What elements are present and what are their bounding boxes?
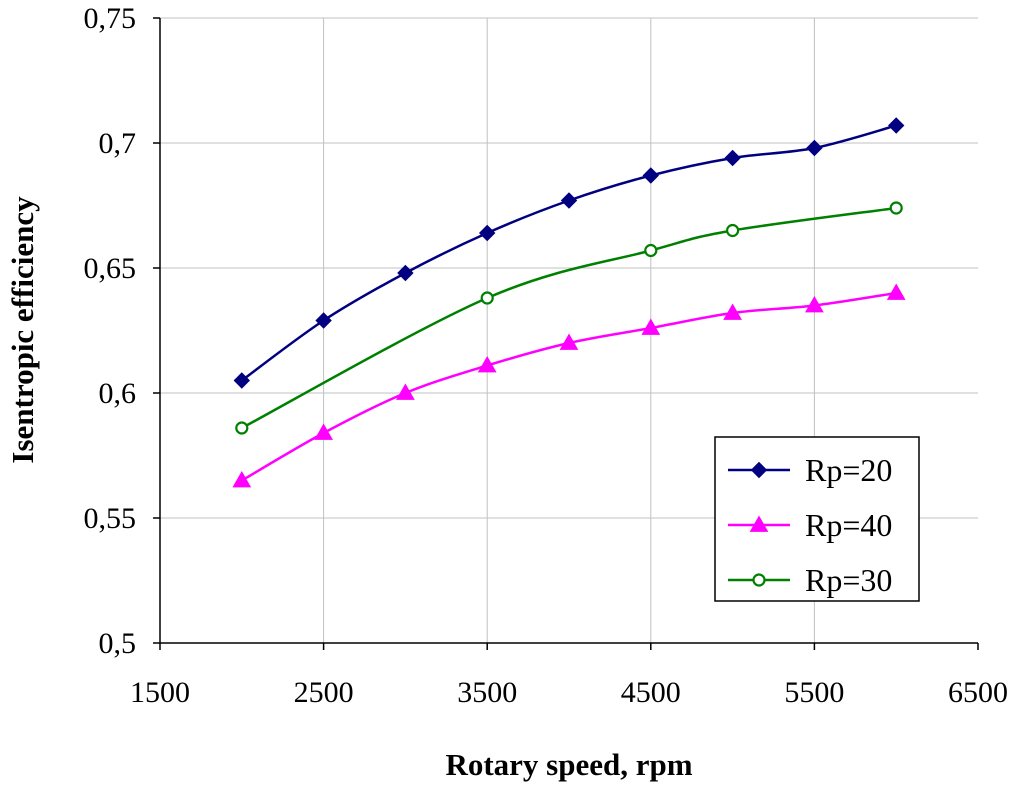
data-point	[886, 283, 906, 300]
data-point	[232, 470, 252, 488]
legend: Rp=20 Rp=40 Rp=30	[714, 436, 920, 602]
data-point	[559, 333, 579, 350]
legend-label: Rp=30	[805, 562, 892, 598]
tick-labels: 1500 2500 3500 4500 5500 6500 0,5 0,55 0,6 0,65 0,…	[84, 2, 1009, 709]
legend-marker	[750, 461, 768, 479]
y-tick-label: 0,65	[84, 252, 137, 285]
data-point	[396, 383, 415, 400]
data-point	[641, 318, 661, 335]
y-axis-title: Isentropic efficiency	[5, 196, 40, 464]
legend-label: Rp=20	[805, 452, 892, 488]
y-tick-label: 0,55	[84, 502, 137, 535]
data-point	[560, 192, 578, 209]
series-layer	[232, 117, 906, 488]
data-point	[314, 423, 333, 440]
x-tick-label: 3500	[457, 676, 517, 709]
data-point	[642, 167, 660, 184]
series-rp-40	[232, 283, 906, 488]
y-tick-label: 0,7	[99, 127, 137, 160]
data-point	[806, 139, 823, 157]
data-point	[723, 303, 742, 320]
series-rp-20	[233, 117, 905, 389]
y-tick-label: 0,75	[84, 2, 137, 35]
data-point	[644, 243, 658, 258]
x-tick-label: 1500	[130, 676, 190, 709]
data-point	[724, 149, 741, 167]
data-point	[889, 201, 903, 215]
legend-box	[714, 436, 920, 602]
data-point	[805, 295, 824, 313]
data-point	[235, 421, 249, 435]
legend-marker	[752, 573, 766, 587]
data-point	[887, 117, 905, 134]
data-point	[478, 224, 496, 242]
legend-item-rp-30: Rp=30	[728, 562, 892, 598]
x-axis-title: Rotary speed, rpm	[445, 747, 692, 782]
legend-marker	[749, 515, 769, 532]
legend-item-rp-40: Rp=40	[728, 507, 892, 543]
data-point	[480, 291, 494, 305]
y-tick-label: 0,5	[99, 627, 137, 660]
legend-label: Rp=40	[805, 507, 892, 543]
data-point	[233, 372, 251, 389]
series-rp-30	[235, 201, 903, 435]
axes	[153, 17, 979, 650]
x-tick-label: 2500	[294, 676, 354, 709]
x-tick-label: 5500	[784, 676, 844, 709]
series-line-rp-30	[241, 206, 897, 430]
y-tick-label: 0,6	[99, 377, 137, 410]
data-point	[315, 312, 332, 329]
legend-item-rp-20: Rp=20	[728, 452, 892, 488]
data-point	[725, 223, 740, 238]
data-point	[477, 355, 497, 373]
data-point	[397, 264, 414, 282]
x-tick-label: 4500	[621, 676, 681, 709]
x-tick-label: 6500	[948, 676, 1008, 709]
